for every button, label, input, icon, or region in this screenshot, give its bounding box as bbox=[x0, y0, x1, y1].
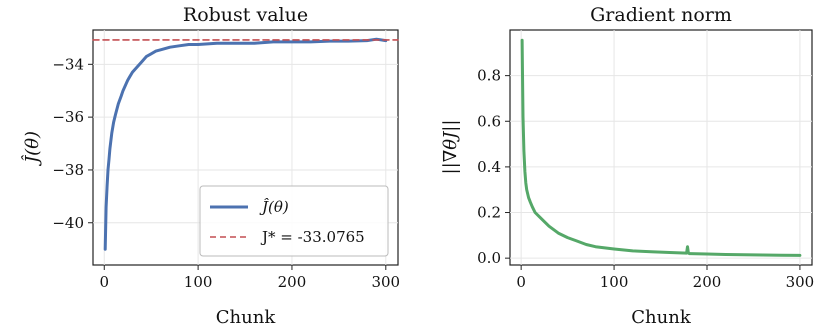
robust-value-ytick-label: −36 bbox=[52, 108, 84, 126]
gradient-norm-ytick-label: 0.0 bbox=[477, 249, 501, 267]
robust-value-lines bbox=[92, 37, 399, 251]
gradient-norm-ytick-label: 0.2 bbox=[477, 204, 501, 222]
gradient-norm-ylabel: ||∇θJ|| bbox=[440, 120, 461, 175]
robust-value-legend: Ĵ(θ) J* = -33.0765 bbox=[199, 185, 389, 257]
robust-value-ytick-label: −40 bbox=[52, 214, 84, 232]
robust-value-xtick-label: 200 bbox=[278, 273, 307, 291]
gradient-norm-xtick-label: 200 bbox=[693, 273, 722, 291]
robust-value-ytick-label: −34 bbox=[52, 55, 84, 73]
gradient-norm-title: Gradient norm bbox=[590, 4, 732, 26]
robust-value-xlabel: Chunk bbox=[216, 307, 277, 328]
robust-value-ytick-label: −38 bbox=[52, 161, 84, 179]
robust-value-xtick-label: 100 bbox=[184, 273, 213, 291]
gradient-norm-ytick-label: 0.8 bbox=[477, 67, 501, 85]
legend-label-optimum: J* = -33.0765 bbox=[260, 228, 365, 246]
robust-value-xtick-label: 0 bbox=[99, 273, 109, 291]
gradient-norm-xtick-label: 100 bbox=[600, 273, 629, 291]
robust-value-panel: 0 100 200 300 −40 −38 −36 −34 Robust value Chun… bbox=[20, 4, 400, 328]
gradient-norm-xtick-label: 300 bbox=[786, 273, 815, 291]
robust-value-ticks: 0 100 200 300 −40 −38 −36 −34 bbox=[52, 55, 400, 291]
robust-value-series-0-line bbox=[103, 37, 388, 251]
gradient-norm-ytick-label: 0.4 bbox=[477, 158, 501, 176]
gradient-norm-series-0-line bbox=[520, 38, 802, 257]
legend-label-estimate: Ĵ(θ) bbox=[259, 198, 289, 216]
gradient-norm-ticks: 0 100 200 300 0.0 0.2 0.4 0.6 0.8 bbox=[477, 67, 814, 291]
gradient-norm-xlabel: Chunk bbox=[631, 307, 692, 328]
gradient-norm-grid bbox=[510, 30, 812, 265]
gradient-norm-xtick-label: 0 bbox=[516, 273, 526, 291]
robust-value-ylabel: Ĵ(θ) bbox=[20, 131, 43, 167]
gradient-norm-plot-area bbox=[509, 29, 813, 266]
robust-value-title: Robust value bbox=[183, 4, 308, 26]
gradient-norm-lines bbox=[520, 38, 802, 257]
legend-box bbox=[199, 185, 389, 257]
gradient-norm-ytick-label: 0.6 bbox=[477, 112, 501, 130]
robust-value-xtick-label: 300 bbox=[371, 273, 400, 291]
